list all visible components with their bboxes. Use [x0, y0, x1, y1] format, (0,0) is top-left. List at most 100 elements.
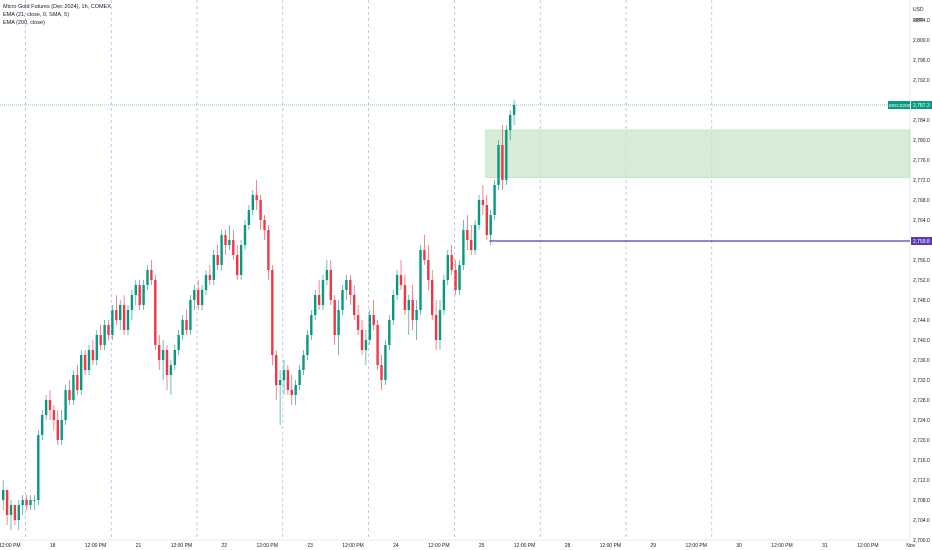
candle-body: [442, 280, 446, 310]
candle-body: [368, 315, 371, 340]
candle: [392, 290, 395, 325]
candle-body: [470, 240, 473, 250]
candle-body: [21, 500, 24, 505]
candle-body: [512, 105, 516, 115]
candle-body: [60, 420, 63, 440]
y-tick-label: 2,800.0: [913, 38, 930, 44]
scale-mode-label[interactable]: арсс: [913, 17, 924, 23]
candle: [477, 195, 481, 230]
candle-body: [56, 420, 59, 440]
candle-body: [473, 225, 477, 250]
candle: [263, 215, 266, 240]
candle: [388, 315, 391, 350]
candle: [204, 270, 208, 295]
candle-body: [212, 255, 215, 280]
price-axis[interactable]: USD арсс 2,804.0 2,800.0 2,796.0 2,792.0 2,7…: [888, 7, 932, 544]
candle-body: [360, 330, 364, 350]
candle: [509, 110, 512, 140]
candle: [290, 375, 293, 405]
candle-body: [146, 270, 149, 285]
candle: [80, 350, 83, 395]
candle-body: [317, 295, 321, 305]
time-axis[interactable]: 12:00 PM 18 12:00 PM 21 12:00 PM 22 12:00 PM 23…: [0, 543, 916, 549]
candle: [64, 385, 67, 425]
candle-body: [438, 310, 442, 340]
candle: [177, 330, 180, 355]
candle: [236, 245, 239, 280]
candle-body: [399, 275, 403, 285]
candle-body: [72, 375, 75, 400]
candle: [321, 275, 325, 310]
candle-body: [341, 290, 344, 310]
candle-body: [181, 320, 184, 335]
chart-legend: Micro Gold Futures (Dec 2024), 1h, COMEX…: [3, 3, 111, 27]
candle-body: [481, 200, 485, 205]
candle: [489, 210, 492, 245]
candle: [37, 430, 40, 505]
candle-body: [259, 200, 262, 220]
candle-body: [189, 300, 192, 330]
candle: [497, 140, 500, 190]
x-tick-label: 21: [136, 543, 142, 549]
y-tick-label: 2,764.0: [913, 218, 930, 224]
candle-body: [431, 280, 434, 315]
legend-title: Micro Gold Futures (Dec 2024), 1h, COMEX: [3, 4, 111, 10]
candle-body: [395, 275, 399, 295]
candle: [485, 195, 488, 240]
candle: [434, 300, 438, 350]
candle-body: [138, 285, 141, 305]
candle: [271, 265, 274, 365]
candle-body: [255, 195, 258, 200]
candle: [111, 305, 114, 340]
candle: [33, 495, 36, 510]
candle-body: [107, 325, 110, 335]
legend-ema-200: EMA (200, close): [3, 20, 45, 26]
y-tick-label: 2,784.0: [913, 118, 930, 124]
x-tick-label: 30: [736, 543, 742, 549]
candle-body: [321, 280, 325, 305]
candle-body: [497, 145, 500, 185]
candle: [21, 495, 24, 515]
candle: [278, 370, 282, 425]
candle-body: [290, 390, 293, 395]
candle-body: [392, 295, 395, 320]
candle-body: [232, 240, 235, 255]
candle-body: [267, 230, 270, 270]
y-tick-label: 2,720.0: [913, 438, 930, 444]
candle: [438, 300, 442, 350]
x-tick-label: 12:00 PM: [857, 543, 878, 549]
last-price-badge: [911, 101, 932, 109]
candle-body: [197, 290, 200, 305]
y-tick-label: 2,756.0: [913, 258, 930, 264]
y-tick-label: 2,752.0: [913, 278, 930, 284]
candle: [442, 275, 446, 315]
candle: [255, 180, 258, 210]
candle-body: [286, 370, 290, 390]
candle-body: [477, 200, 481, 225]
candle-body: [263, 220, 266, 230]
candle-body: [275, 355, 278, 385]
candle: [325, 260, 329, 285]
candle-body: [333, 300, 336, 335]
candle-body: [216, 255, 219, 265]
candle: [41, 410, 44, 440]
candle-body: [310, 315, 313, 335]
candle: [193, 285, 196, 310]
y-tick-label: 2,728.0: [913, 398, 930, 404]
candle: [134, 280, 137, 305]
candle: [107, 320, 110, 340]
x-tick-label: 12:00 PM: [600, 543, 621, 549]
candle-body: [228, 240, 231, 245]
candle-body: [493, 185, 496, 215]
x-tick-label: 12:00 PM: [256, 543, 277, 549]
candle-body: [119, 305, 122, 320]
candle-body: [415, 310, 418, 320]
candle: [154, 275, 157, 350]
candle: [298, 365, 301, 390]
candle: [115, 295, 118, 325]
candle-body: [294, 385, 297, 395]
candle: [317, 280, 321, 310]
candle: [395, 270, 399, 300]
candle-body: [68, 390, 71, 400]
